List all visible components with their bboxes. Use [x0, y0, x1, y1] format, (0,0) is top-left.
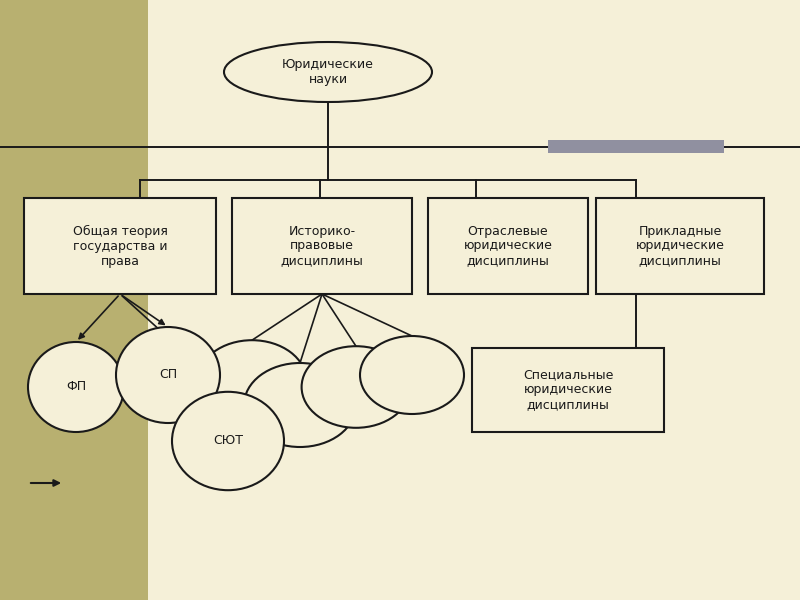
- Circle shape: [244, 363, 356, 447]
- Circle shape: [360, 336, 464, 414]
- Text: СЮТ: СЮТ: [213, 434, 243, 448]
- Ellipse shape: [116, 327, 220, 423]
- Text: Юридические
науки: Юридические науки: [282, 58, 374, 86]
- Bar: [24, 198, 216, 294]
- Bar: [472, 348, 664, 432]
- Bar: [428, 198, 588, 294]
- Bar: [232, 198, 412, 294]
- Circle shape: [198, 340, 306, 422]
- Text: СП: СП: [159, 368, 177, 382]
- Circle shape: [302, 346, 410, 428]
- Text: Общая теория
государства и
права: Общая теория государства и права: [73, 224, 167, 268]
- Bar: [596, 198, 764, 294]
- Bar: [548, 140, 724, 153]
- Ellipse shape: [172, 392, 284, 490]
- Bar: [0, 0, 148, 600]
- Text: Отраслевые
юридические
дисциплины: Отраслевые юридические дисциплины: [463, 224, 553, 268]
- Text: ФП: ФП: [66, 380, 86, 394]
- Ellipse shape: [28, 342, 124, 432]
- Text: Историко-
правовые
дисциплины: Историко- правовые дисциплины: [281, 224, 363, 268]
- Text: Специальные
юридические
дисциплины: Специальные юридические дисциплины: [523, 368, 613, 412]
- Text: Прикладные
юридические
дисциплины: Прикладные юридические дисциплины: [635, 224, 725, 268]
